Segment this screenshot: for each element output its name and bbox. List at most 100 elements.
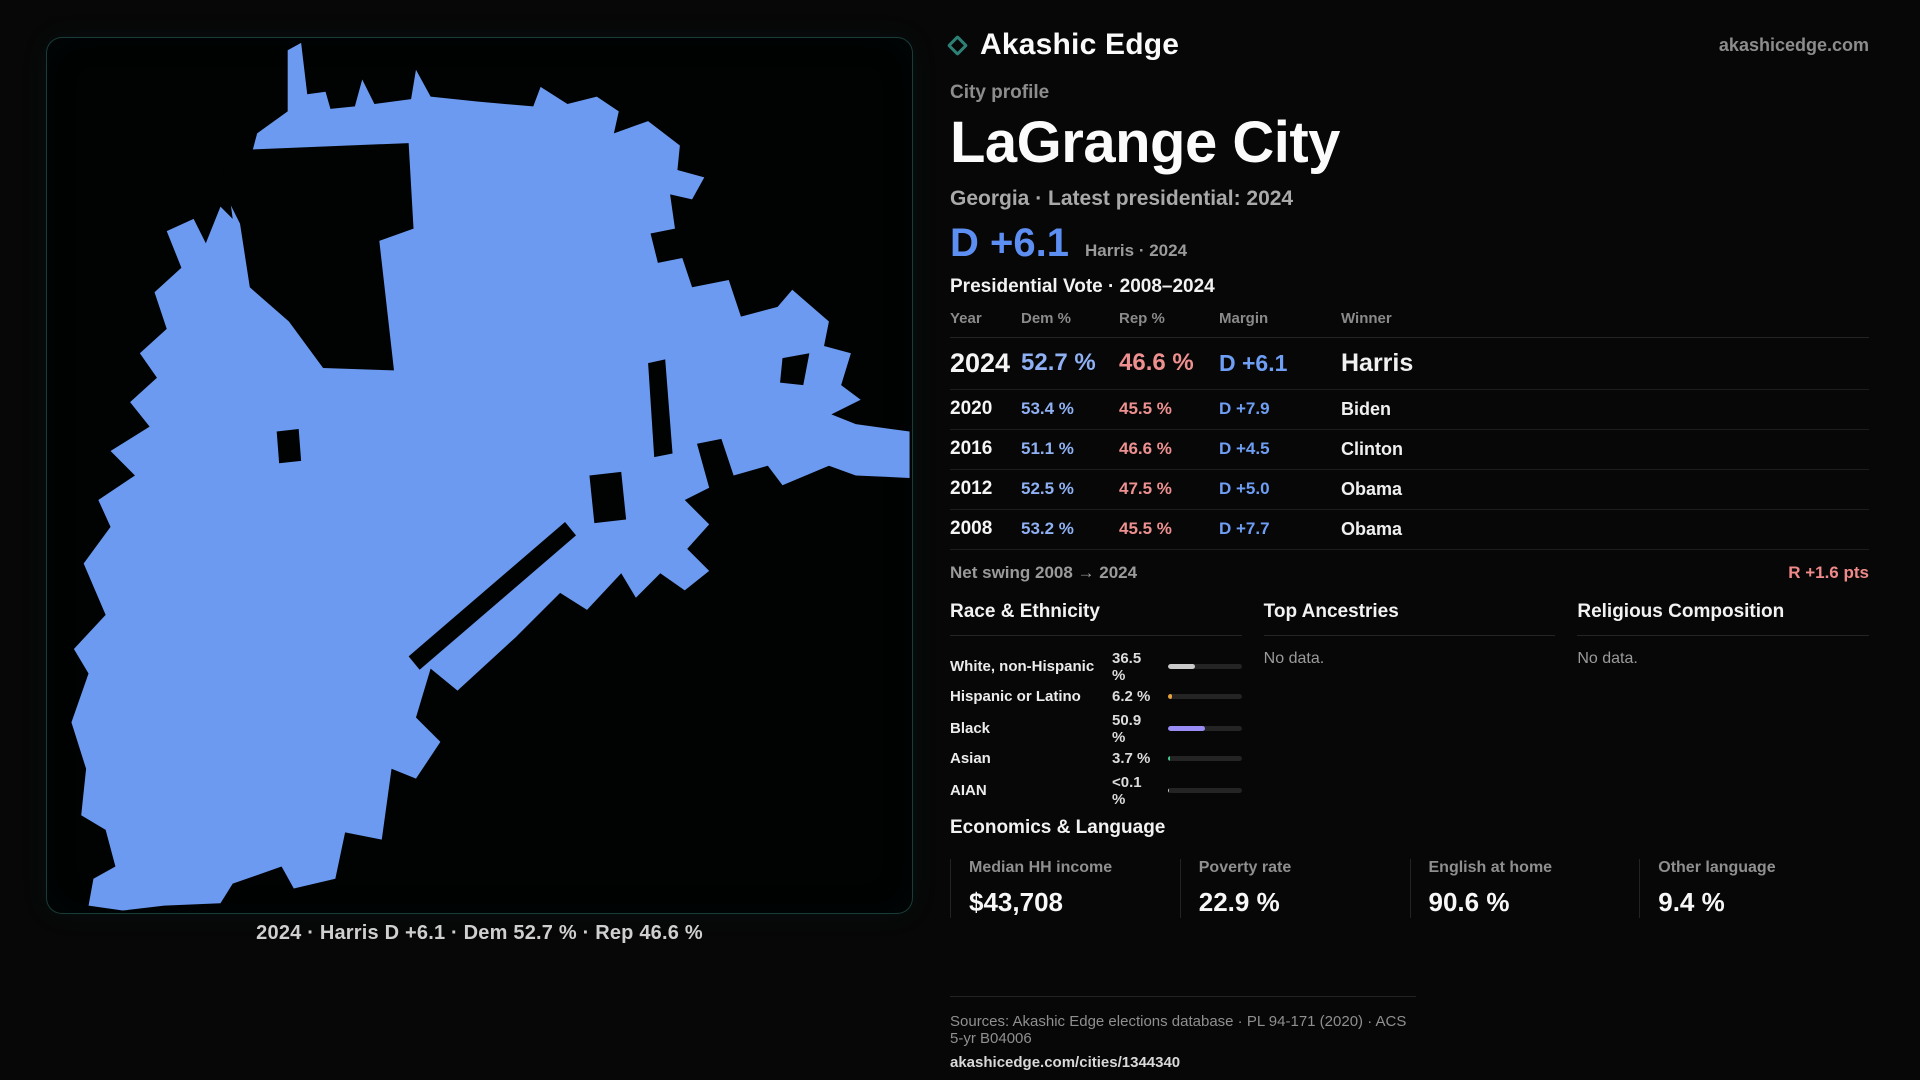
city-title: LaGrange City xyxy=(950,110,1340,175)
city-shape xyxy=(71,42,910,911)
vote-cell-dem: 53.2 % xyxy=(1021,519,1074,539)
race-value: 6.2 % xyxy=(1112,687,1151,705)
stat-label: Poverty rate xyxy=(1198,858,1292,876)
vote-row-2024: 2024 52.7 % 46.6 % D +6.1 Harris xyxy=(950,338,1869,390)
race-value: 36.5 % xyxy=(1112,649,1142,684)
vote-col-header: Rep % xyxy=(1119,309,1165,327)
vote-cell-margin: D +4.5 xyxy=(1219,439,1270,459)
map-hole xyxy=(589,471,627,524)
stat-value: $43,708 xyxy=(969,886,1063,917)
vote-cell-margin: D +7.9 xyxy=(1219,399,1270,419)
vote-col-header: Winner xyxy=(1341,309,1392,327)
race-bar xyxy=(1167,726,1242,732)
economics-title: Economics & Language xyxy=(950,816,1166,838)
vote-cell-winner: Clinton xyxy=(1341,438,1403,459)
stat-poverty-rate: Poverty rate 22.9 % xyxy=(1179,858,1410,918)
vote-cell-rep: 45.5 % xyxy=(1119,519,1172,539)
ancestries-section: Top Ancestries No data. xyxy=(1263,601,1556,805)
vote-row-2016: 2016 51.1 % 46.6 % D +4.5 Clinton xyxy=(950,430,1869,470)
vote-table-header: Year Dem % Rep % Margin Winner xyxy=(950,310,1869,338)
race-bar xyxy=(1167,755,1242,761)
profile-panel: Akashic Edge akashicedge.com City profil… xyxy=(946,28,1870,1072)
race-bar-fill xyxy=(1167,755,1171,761)
race-value: 50.9 % xyxy=(1112,711,1142,746)
headline-detail: Harris · 2024 xyxy=(1084,240,1188,260)
economics-stats: Median HH income $43,708 Poverty rate 22.9 … xyxy=(950,858,1869,918)
stat-label: Median HH income xyxy=(969,858,1113,876)
city-map xyxy=(71,42,910,911)
map-caption: 2024 · Harris D +6.1 · Dem 52.7 % · Rep … xyxy=(256,922,703,944)
race-row: White, non-Hispanic 36.5 % xyxy=(950,649,1242,684)
sources-line: Sources: Akashic Edge elections database… xyxy=(950,1012,1407,1047)
vote-row-2008: 2008 53.2 % 45.5 % D +7.7 Obama xyxy=(950,510,1869,550)
race-row: Asian 3.7 % xyxy=(950,743,1242,774)
net-swing-label: Net swing 2008 → 2024 xyxy=(950,562,1138,582)
site-link[interactable]: akashicedge.com xyxy=(1718,34,1869,55)
race-row: Black 50.9 % xyxy=(950,711,1242,746)
stat-english-at-home: English at home 90.6 % xyxy=(1409,858,1640,918)
headline-margin: D +6.1 xyxy=(950,220,1069,265)
race-row: Hispanic or Latino 6.2 % xyxy=(950,681,1242,712)
vote-cell-year: 2012 xyxy=(950,478,993,500)
vote-col-header: Year xyxy=(950,309,982,327)
vote-row-2020: 2020 53.4 % 45.5 % D +7.9 Biden xyxy=(950,390,1869,430)
net-swing-value: R +1.6 pts xyxy=(1788,562,1869,582)
race-bar-fill xyxy=(1167,693,1173,699)
race-label: Hispanic or Latino xyxy=(950,687,1081,705)
headline: D +6.1 Harris · 2024 xyxy=(950,221,1869,266)
footer: Sources: Akashic Edge elections database… xyxy=(950,995,1869,1072)
race-value: <0.1 % xyxy=(1112,773,1142,808)
vote-col-header: Margin xyxy=(1219,309,1269,327)
permalink[interactable]: akashicedge.com/cities/1344340 xyxy=(950,1053,1181,1071)
vote-cell-margin: D +6.1 xyxy=(1219,349,1288,376)
map-panel xyxy=(46,37,913,914)
race-row: AIAN <0.1 % xyxy=(950,773,1242,808)
map-hole xyxy=(408,521,577,670)
vote-table-rows: 2024 52.7 % 46.6 % D +6.1 Harris 2020 53.4 % 45… xyxy=(950,338,1869,550)
stat-median-hh-income: Median HH income $43,708 xyxy=(950,858,1180,918)
stat-value: 90.6 % xyxy=(1428,886,1510,917)
vote-cell-dem: 53.4 % xyxy=(1021,399,1074,419)
vote-cell-year: 2016 xyxy=(950,438,993,460)
vote-cell-winner: Harris xyxy=(1341,348,1414,377)
vote-cell-year: 2020 xyxy=(950,398,993,420)
race-title: Race & Ethnicity xyxy=(950,601,1242,636)
map-hole xyxy=(780,353,810,386)
vote-cell-rep: 45.5 % xyxy=(1119,399,1172,419)
religion-title: Religious Composition xyxy=(1577,601,1870,636)
vote-cell-dem: 51.1 % xyxy=(1021,439,1074,459)
stat-value: 22.9 % xyxy=(1198,886,1280,917)
race-value: 3.7 % xyxy=(1112,749,1151,767)
vote-cell-year: 2024 xyxy=(950,347,1011,378)
race-rows: White, non-Hispanic 36.5 % Hispanic or Lat… xyxy=(950,649,1242,808)
race-bar-fill xyxy=(1167,664,1195,670)
brand-name: Akashic Edge xyxy=(980,28,1180,61)
stat-value: 9.4 % xyxy=(1658,886,1725,917)
stat-label: English at home xyxy=(1428,858,1553,876)
map-hole xyxy=(220,143,414,371)
brand: Akashic Edge xyxy=(946,28,1180,62)
vote-cell-margin: D +5.0 xyxy=(1219,479,1270,499)
vote-cell-year: 2008 xyxy=(950,518,993,540)
race-bar-fill xyxy=(1167,726,1206,732)
religion-empty: No data. xyxy=(1577,649,1638,667)
vote-cell-winner: Obama xyxy=(1341,518,1403,539)
race-section: Race & Ethnicity White, non-Hispanic 36.5… xyxy=(950,601,1242,808)
net-swing-row: Net swing 2008 → 2024 R +1.6 pts xyxy=(950,550,1869,583)
map-hole xyxy=(276,429,302,464)
vote-cell-dem: 52.7 % xyxy=(1021,349,1096,377)
demographics-columns: Race & Ethnicity White, non-Hispanic 36.5… xyxy=(950,601,1870,808)
vote-cell-winner: Biden xyxy=(1341,398,1392,419)
map-hole xyxy=(648,359,673,458)
race-label: AIAN xyxy=(950,782,987,800)
race-label: Black xyxy=(950,720,991,738)
vote-cell-rep: 46.6 % xyxy=(1119,439,1172,459)
ancestries-title: Top Ancestries xyxy=(1263,601,1556,636)
city-subtitle: Georgia · Latest presidential: 2024 xyxy=(950,186,1294,210)
race-label: Asian xyxy=(950,749,991,767)
race-bar xyxy=(1167,664,1242,670)
vote-row-2012: 2012 52.5 % 47.5 % D +5.0 Obama xyxy=(950,470,1869,510)
vote-cell-rep: 47.5 % xyxy=(1119,479,1172,499)
stat-other-language: Other language 9.4 % xyxy=(1639,858,1869,918)
vote-cell-rep: 46.6 % xyxy=(1119,349,1194,377)
